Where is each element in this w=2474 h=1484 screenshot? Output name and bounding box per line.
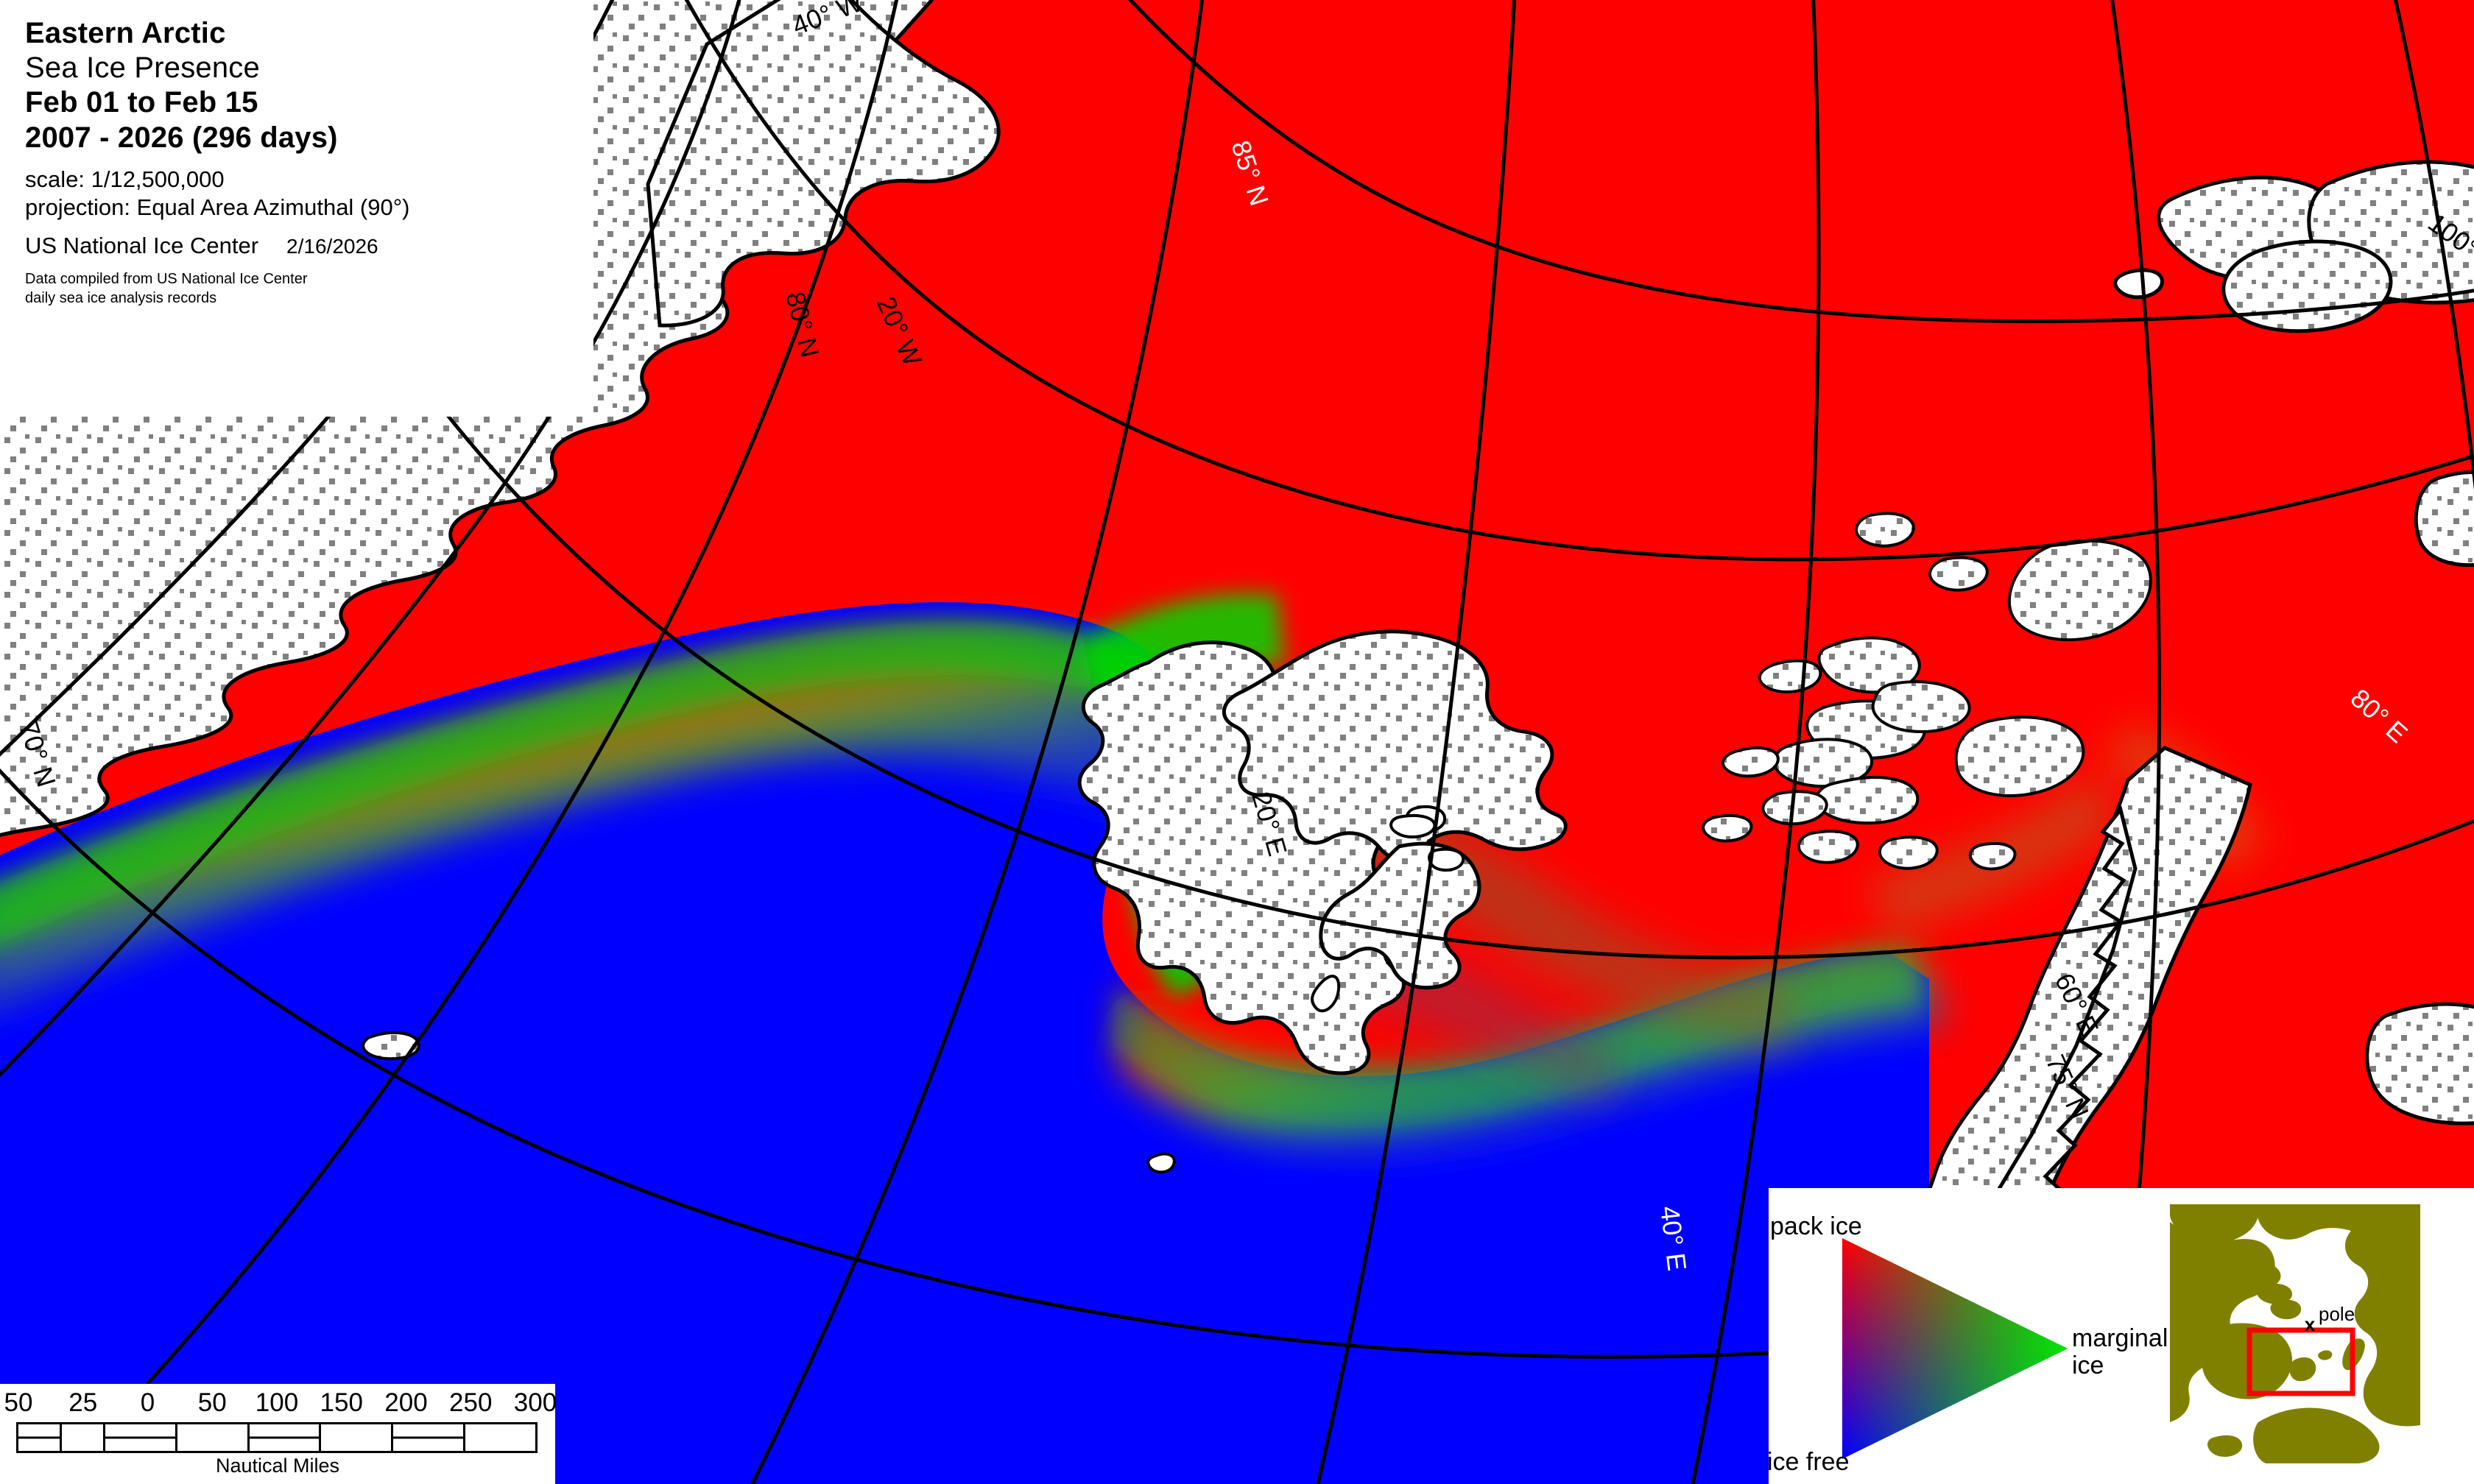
map-scale-text: scale: 1/12,500,000 (25, 166, 225, 192)
legend-marginal-line2: ice (2072, 1351, 2104, 1379)
land-small-islands (362, 813, 1437, 1174)
legend-marginal-line1: marginal (2072, 1324, 2168, 1352)
scale-bar-cell (393, 1424, 466, 1451)
scale-bar-tick-label: 150 (320, 1388, 363, 1417)
scale-bar-tick-label: 250 (449, 1388, 493, 1417)
legend-block: pack ice ice free marginal ice (1767, 1188, 2474, 1484)
map-credit-line-2: daily sea ice analysis records (25, 290, 217, 307)
scale-bar-tick-label: 50 (4, 1388, 33, 1417)
scale-bar-tick-label: 0 (140, 1388, 155, 1417)
title-block: Eastern Arctic Sea Ice Presence Feb 01 t… (0, 0, 593, 417)
map-title-year-range: 2007 - 2026 (296 days) (25, 121, 338, 154)
land-severnaya-zemlya (2113, 160, 2474, 1126)
land-svalbard (1077, 629, 1568, 1075)
locator-inset-map[interactable]: x pole (2170, 1204, 2420, 1466)
ice-class-color-key: pack ice ice free marginal ice (1767, 1209, 2168, 1475)
legend-label-marginal-ice: marginal ice (2072, 1325, 2168, 1379)
scale-bar-unit-label: Nautical Miles (215, 1455, 340, 1477)
map-title-date-range: Feb 01 to Feb 15 (25, 86, 258, 119)
scale-bar-cell (465, 1424, 535, 1451)
scale-bar-cell (321, 1424, 394, 1451)
map-agency-line: US National Ice Center 2/16/2026 (25, 233, 593, 259)
scale-bar-tick-labels: 50 25 0 50 100 150 200 250 300 (0, 1388, 557, 1419)
scale-bar-tick-label: 200 (384, 1388, 428, 1417)
scale-bar-block: 50 25 0 50 100 150 200 250 300 Nautical Miles (0, 1384, 557, 1484)
locator-extent-box (2246, 1327, 2355, 1396)
scale-bar-tick-label: 300 (513, 1388, 557, 1417)
scale-bar-cell (105, 1424, 177, 1451)
map-credit-line-1: Data compiled from US National Ice Cente… (25, 271, 308, 288)
scale-bar-cell (62, 1424, 105, 1451)
scale-bar-cell (18, 1424, 62, 1451)
locator-landmass (2170, 1204, 2420, 1463)
scale-bar-cell (177, 1424, 250, 1451)
map-title-subject: Sea Ice Presence (25, 52, 260, 85)
pole-label: pole (2319, 1303, 2355, 1325)
legend-label-ice-free: ice free (1767, 1448, 1850, 1476)
map-production-date: 2/16/2026 (286, 235, 378, 258)
color-triangle (1842, 1238, 2068, 1459)
scale-bar-graphic (16, 1422, 538, 1453)
pole-marker-icon: x (2305, 1313, 2316, 1335)
land-franz-josef-land (1702, 512, 2152, 871)
map-title-region: Eastern Arctic (25, 17, 226, 49)
map-projection-text: projection: Equal Area Azimuthal (90°) (25, 194, 410, 220)
scale-bar-tick-label: 25 (68, 1388, 98, 1417)
scale-bar-tick-label: 50 (197, 1388, 227, 1417)
locator-map-graphic: x pole (2170, 1204, 2420, 1466)
scale-bar-cell (249, 1424, 322, 1451)
scale-bar-tick-label: 100 (255, 1388, 299, 1417)
legend-label-pack-ice: pack ice (1770, 1212, 1862, 1240)
map-agency-name: US National Ice Center (25, 233, 259, 259)
